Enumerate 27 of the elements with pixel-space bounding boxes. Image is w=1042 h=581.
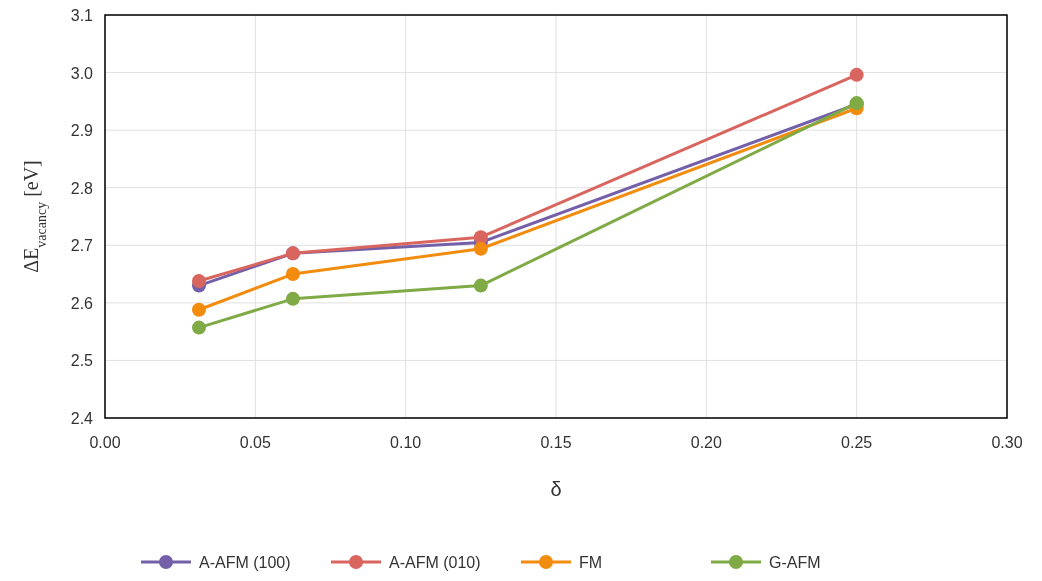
legend-label: A-AFM (010) — [389, 554, 481, 571]
x-axis-title: δ — [550, 478, 562, 500]
y-tick-label: 2.8 — [70, 179, 94, 197]
y-tick-label: 2.7 — [70, 237, 94, 255]
x-tick-label: 0.15 — [540, 434, 572, 451]
x-tick-label: 0.30 — [991, 434, 1023, 451]
x-tick-label: 0.20 — [690, 434, 723, 451]
legend-label: G-AFM — [769, 554, 821, 571]
legend-label: FM — [579, 554, 603, 571]
y-tick-label: 3.0 — [70, 64, 94, 82]
x-tick-label: 0.05 — [239, 434, 272, 451]
y-tick-label: 3.1 — [70, 7, 94, 24]
point — [191, 273, 206, 288]
y-tick-label: 2.6 — [70, 294, 94, 312]
point — [285, 291, 300, 306]
y-tick-label: 2.4 — [70, 410, 94, 427]
x-tick-label: 0.10 — [390, 434, 422, 451]
x-tick-label: 0.00 — [89, 434, 121, 451]
point — [473, 278, 488, 293]
y-tick-label: 2.9 — [70, 122, 94, 140]
point — [849, 67, 864, 82]
x-tick-label: 0.25 — [841, 434, 873, 451]
point — [191, 320, 206, 335]
legend-label: A-AFM (100) — [199, 554, 291, 571]
point — [191, 302, 206, 317]
point — [285, 267, 300, 282]
y-tick-label: 2.5 — [70, 352, 94, 370]
